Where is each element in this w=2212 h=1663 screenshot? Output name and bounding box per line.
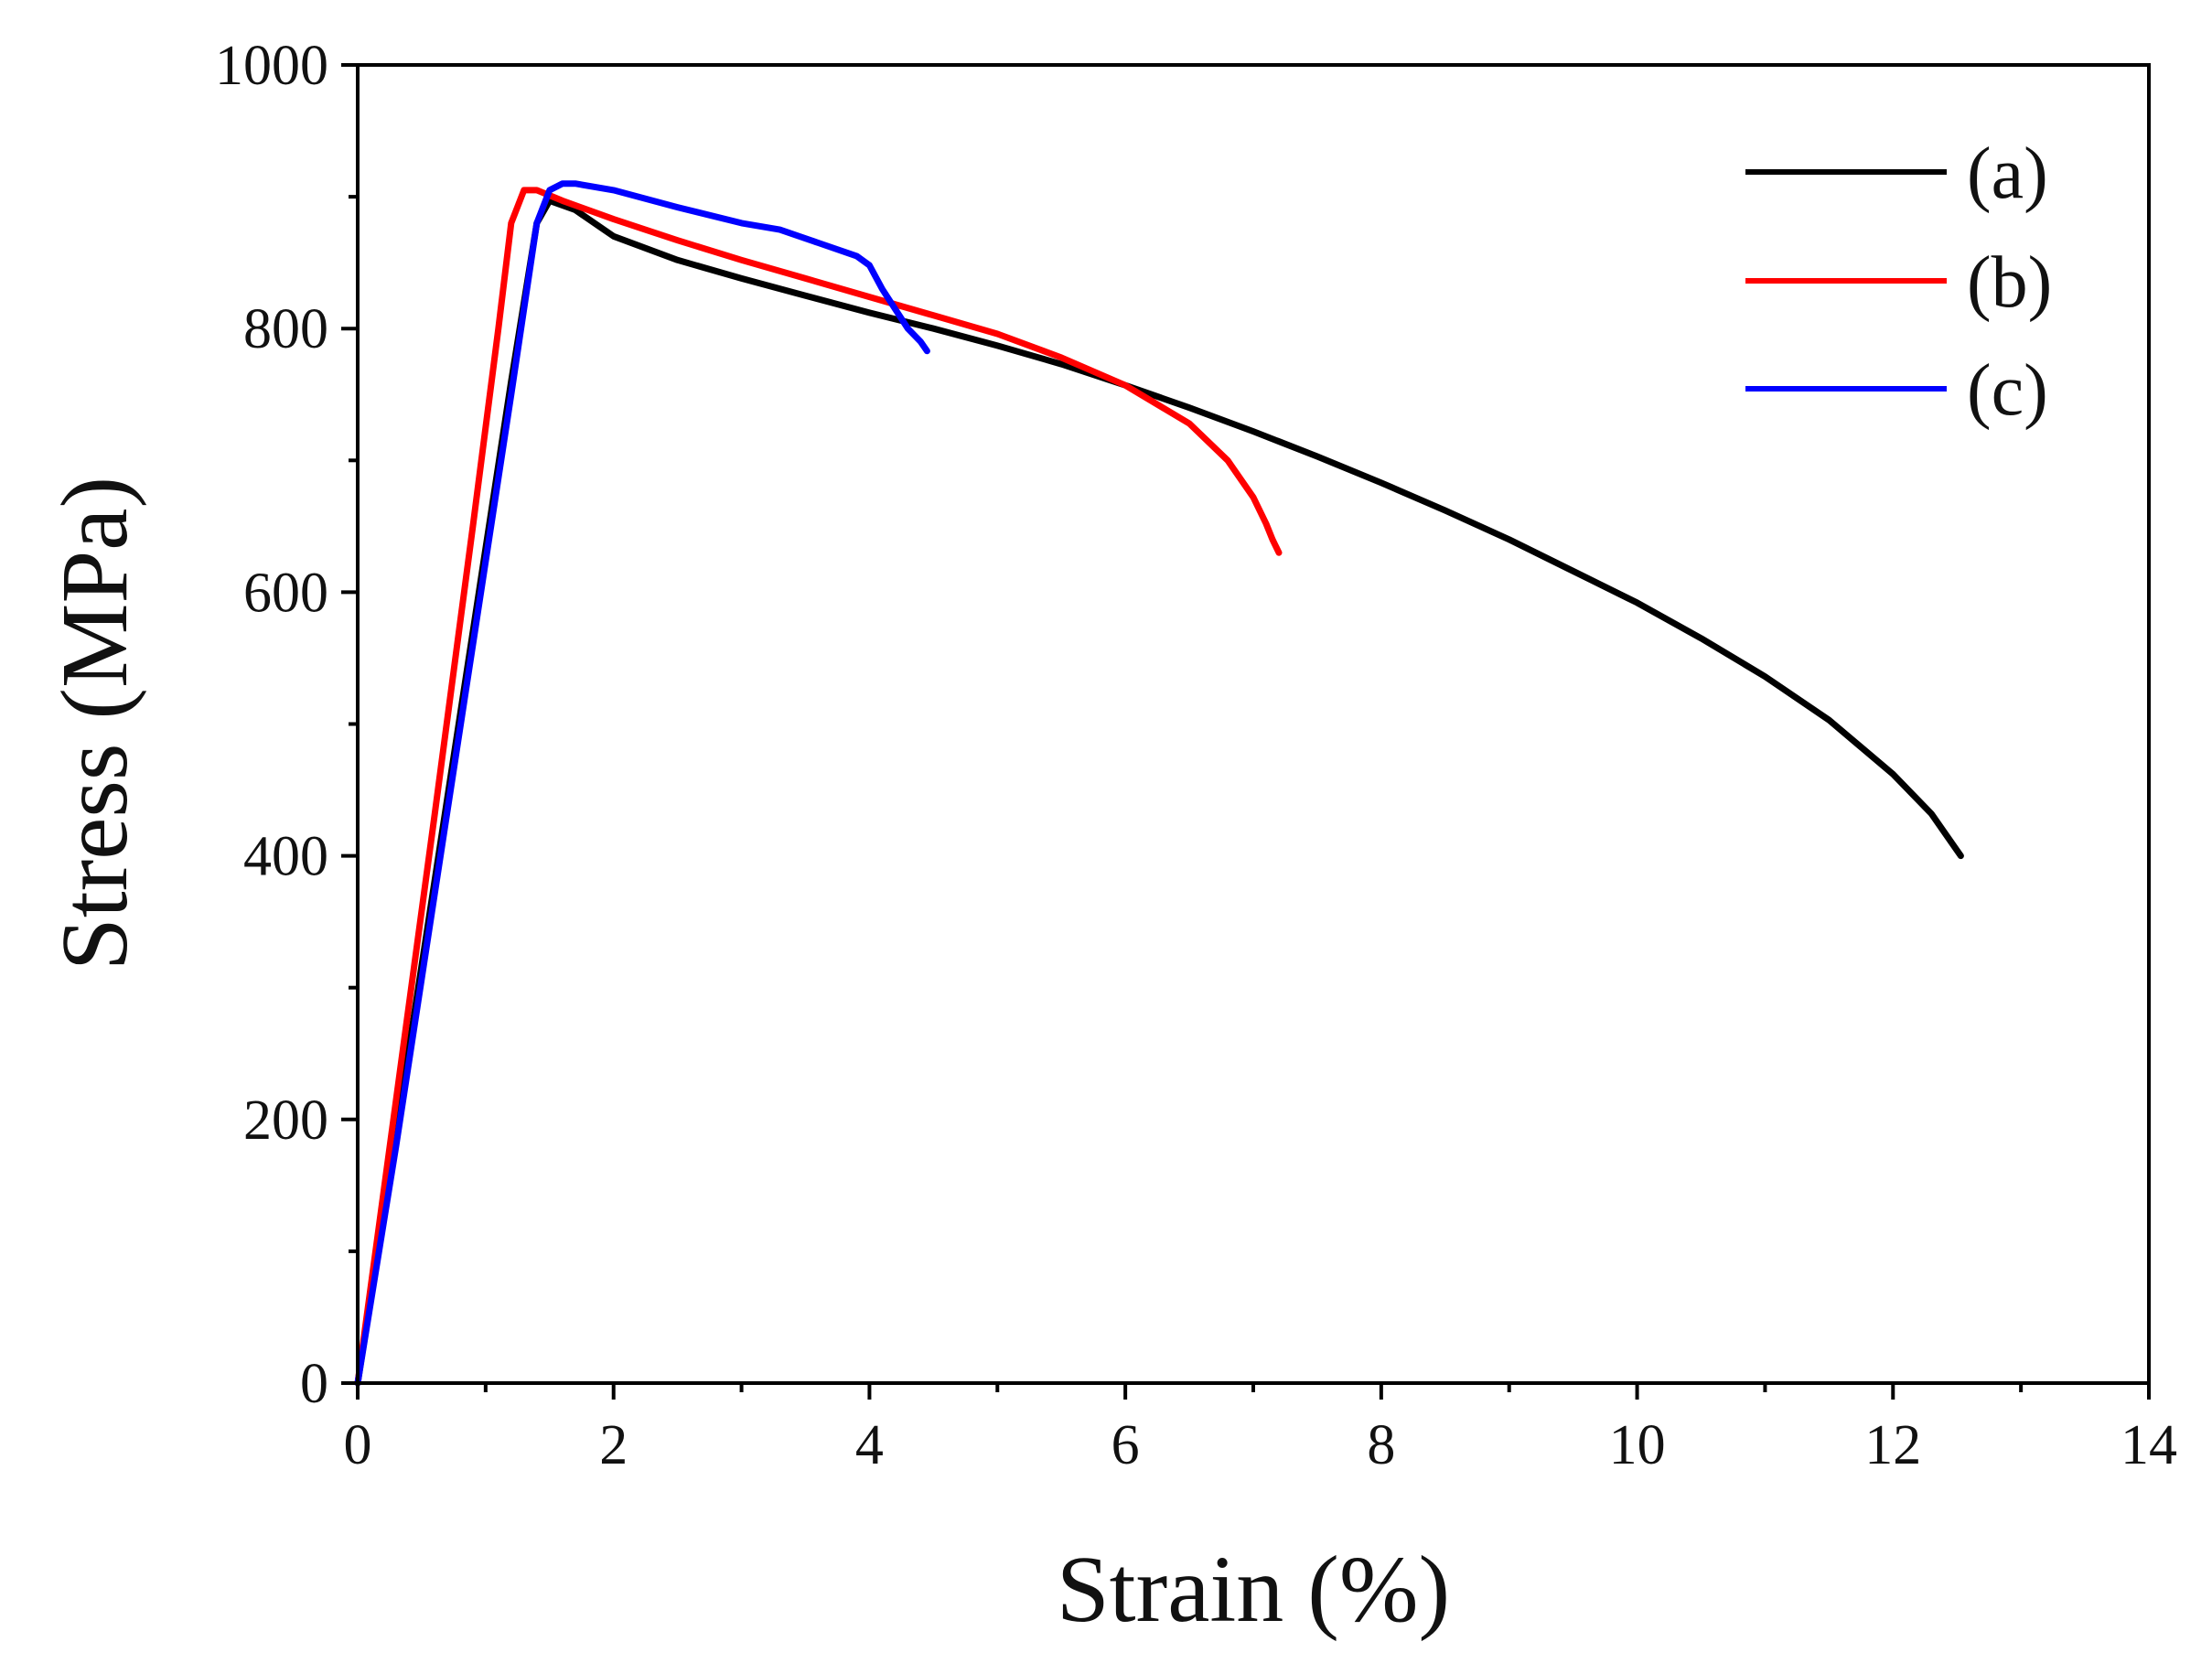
x-tick-label: 12 xyxy=(1864,1414,1921,1476)
x-tick-label: 0 xyxy=(344,1414,372,1476)
y-tick-label: 1000 xyxy=(215,35,328,97)
x-axis-title: Strain (%) xyxy=(1057,1537,1450,1642)
y-tick-label: 200 xyxy=(243,1089,328,1152)
x-tick-label: 4 xyxy=(855,1414,884,1476)
ticks-layer xyxy=(341,63,2151,1400)
x-tick-label: 6 xyxy=(1111,1414,1140,1476)
y-tick-label: 800 xyxy=(243,298,328,360)
y-tick-label: 0 xyxy=(300,1353,328,1415)
series-line-b xyxy=(354,187,1283,1387)
series-layer xyxy=(354,180,1964,1387)
y-tick-label: 400 xyxy=(243,826,328,888)
legend-label-b: (b) xyxy=(1967,242,2052,323)
series-line-c xyxy=(354,180,930,1387)
series-line-a xyxy=(354,197,1964,1387)
x-tick-label: 8 xyxy=(1367,1414,1395,1476)
x-tick-label: 2 xyxy=(599,1414,628,1476)
plot-frame xyxy=(356,63,2151,1385)
tick-label-layer: 0 2 4 6 8 10 12 14 0 200 400 600 800 1000 xyxy=(215,35,2177,1476)
x-tick-label: 14 xyxy=(2121,1414,2177,1476)
x-tick-label: 10 xyxy=(1609,1414,1666,1476)
legend-label-c: (c) xyxy=(1967,350,2048,431)
legend: (a) (b) (c) xyxy=(1745,134,2052,431)
y-axis-title: Stress (MPa) xyxy=(42,477,147,971)
y-tick-label: 600 xyxy=(243,562,328,624)
legend-label-a: (a) xyxy=(1967,134,2048,214)
